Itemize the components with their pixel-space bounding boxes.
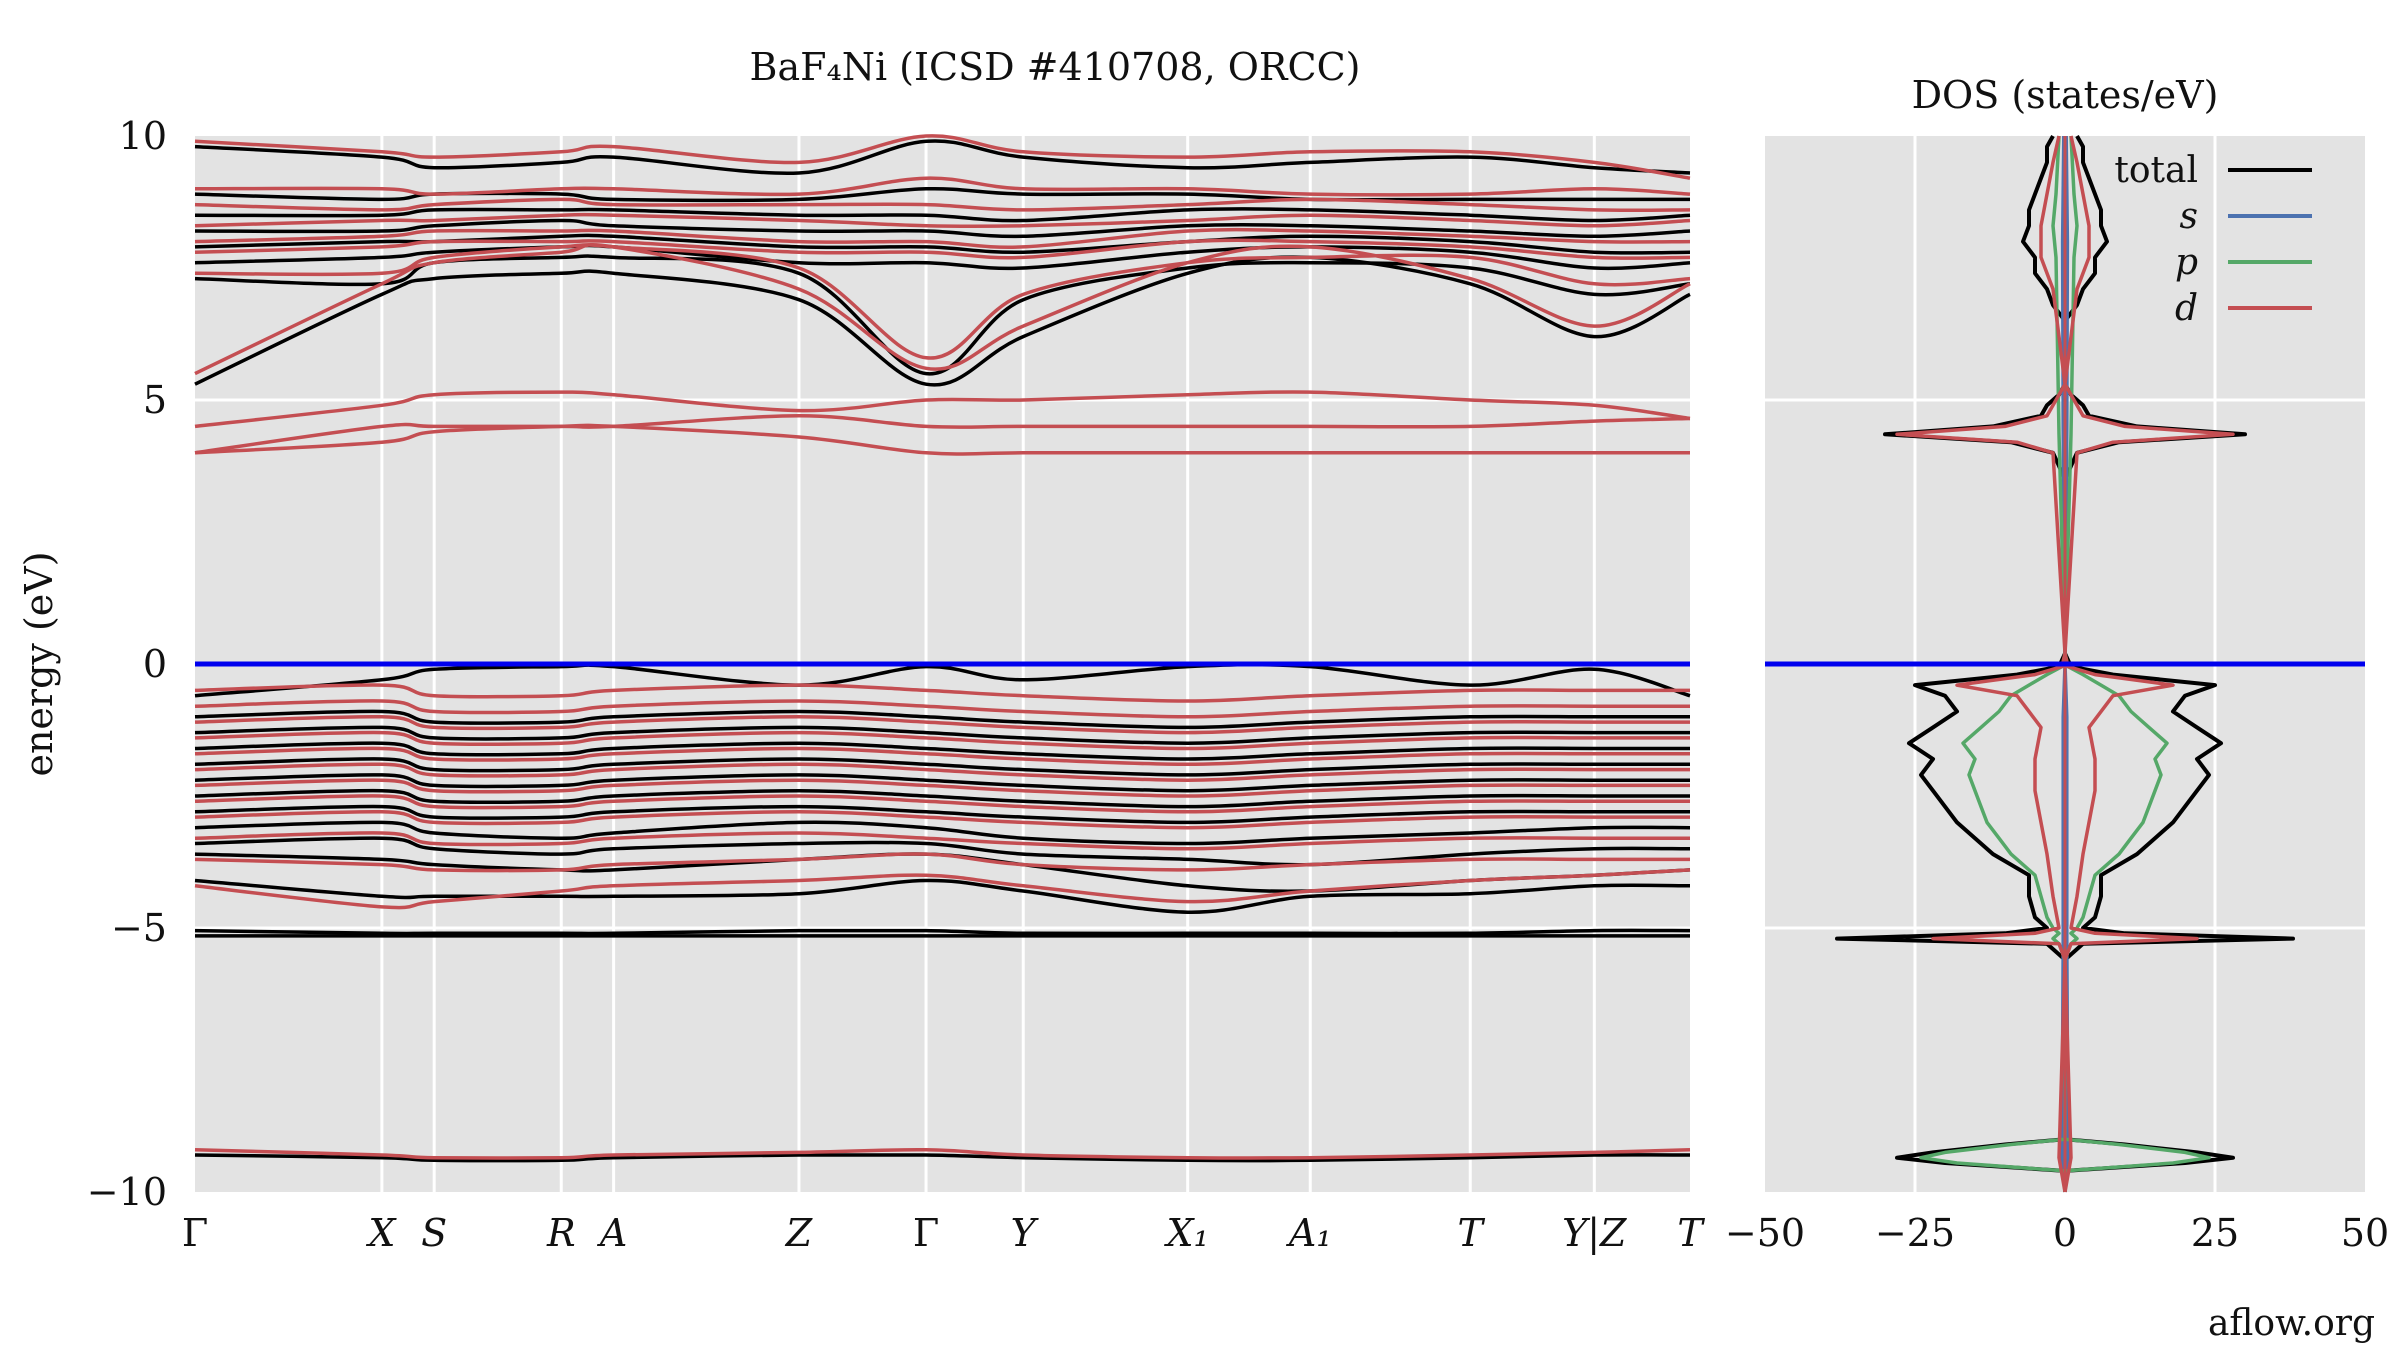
dos-legend: total spd: [2114, 150, 2312, 329]
band-up-line: [194, 662, 1691, 698]
kpoint-label: Z: [785, 1211, 813, 1255]
kpoint-label: A₁: [1286, 1211, 1332, 1255]
dos-title: DOS (states/eV): [1912, 73, 2219, 117]
band-down-line: [194, 134, 1691, 180]
band-lines: [194, 134, 1691, 1163]
band-up-line: [194, 878, 1691, 914]
kpoint-label: Y: [1011, 1211, 1040, 1255]
band-down-line: [194, 227, 1691, 249]
band-up-line: [194, 928, 1691, 936]
dos-tick-label: −25: [1875, 1211, 1955, 1255]
kpoint-label: X₁: [1164, 1211, 1209, 1255]
band-up-line: [194, 1152, 1691, 1163]
kpoint-label: X: [365, 1211, 397, 1255]
band-up-line: [194, 741, 1690, 761]
kpoint-label: T: [1458, 1211, 1486, 1255]
band-up-line: [194, 804, 1690, 825]
dos-tick-label: −50: [1725, 1211, 1805, 1255]
watermark: aflow.org: [2208, 1303, 2375, 1344]
band-down-line: [194, 212, 1691, 229]
energy-tick-label: 5: [143, 378, 167, 422]
kpoint-label: Γ: [182, 1211, 208, 1255]
dos-tick-label: 0: [2053, 1211, 2077, 1255]
band-up-line: [194, 709, 1690, 730]
kpoint-label: A: [597, 1211, 627, 1255]
kpoint-label: T: [1677, 1211, 1705, 1255]
band-down-line: [194, 197, 1691, 213]
band-down-line: [194, 794, 1690, 814]
band-down-line: [194, 683, 1690, 703]
band-down-line: [194, 390, 1691, 429]
band-down-line: [194, 176, 1691, 197]
band-down-line: [194, 809, 1690, 830]
band-down-line: [194, 762, 1690, 782]
band-up-line: [194, 820, 1691, 846]
kpoint-label: Γ: [913, 1211, 939, 1255]
dos-tick-label: 25: [2191, 1211, 2239, 1255]
kpoint-label: S: [421, 1211, 447, 1255]
band-down-line: [194, 414, 1691, 455]
band-up-line: [194, 243, 1691, 271]
band-up-line: [194, 139, 1691, 176]
band-down-line: [194, 699, 1690, 719]
band-down-line: [194, 831, 1690, 851]
band-down-line: [194, 243, 1691, 360]
band-down-line: [194, 714, 1690, 735]
kpoint-label: R: [546, 1211, 576, 1255]
legend-label: s: [2180, 196, 2198, 237]
band-up-line: [194, 757, 1690, 777]
kpoint-tick-labels: Γ X S R A Z Γ Y X₁ A₁ T Y|Z T: [182, 1211, 1706, 1255]
dos-tick-labels: −50 −25 0 25 50: [1725, 1211, 2389, 1255]
band-down-line: [194, 423, 1690, 456]
band-down-line: [194, 868, 1691, 910]
energy-tick-label: 0: [143, 642, 167, 686]
band-up-line: [194, 255, 1691, 387]
band-up-line: [194, 218, 1691, 239]
dos-tick-label: 50: [2341, 1211, 2389, 1255]
band-down-line: [194, 1147, 1691, 1160]
energy-tick-labels: −10 −5 0 5 10: [87, 114, 167, 1214]
energy-tick-label: −5: [111, 906, 167, 950]
legend-label: d: [2175, 288, 2198, 329]
band-down-line: [194, 238, 1691, 260]
band-down-line: [194, 852, 1690, 873]
band-up-line: [194, 836, 1691, 867]
band-up-line: [194, 207, 1691, 223]
dos-total-curve: [1835, 135, 2295, 1192]
dos-panel: −50 −25 0 25 50 total spd: [1725, 135, 2389, 1255]
band-structure-panel: −10 −5 0 5 10 Γ X S R A Z Γ Y X₁ A₁ T Y|Z T energy (eV): [17, 114, 1705, 1255]
dos-d-curve: [1895, 135, 2235, 1193]
band-up-line: [194, 725, 1690, 745]
legend-label: total: [2114, 150, 2198, 191]
energy-axis-label: energy (eV): [17, 551, 61, 776]
band-down-line: [194, 746, 1690, 767]
energy-tick-label: 10: [119, 114, 167, 158]
kpoint-label: Y|Z: [1562, 1211, 1627, 1255]
band-down-line: [194, 730, 1690, 751]
band-down-line: [194, 778, 1690, 798]
band-up-line: [194, 788, 1690, 809]
band-up-line: [194, 773, 1690, 793]
band-structure-title: BaF₄Ni (ICSD #410708, ORCC): [750, 45, 1361, 89]
band-down-line: [194, 243, 1691, 376]
legend-label: p: [2175, 242, 2198, 283]
energy-tick-label: −10: [87, 1170, 167, 1214]
